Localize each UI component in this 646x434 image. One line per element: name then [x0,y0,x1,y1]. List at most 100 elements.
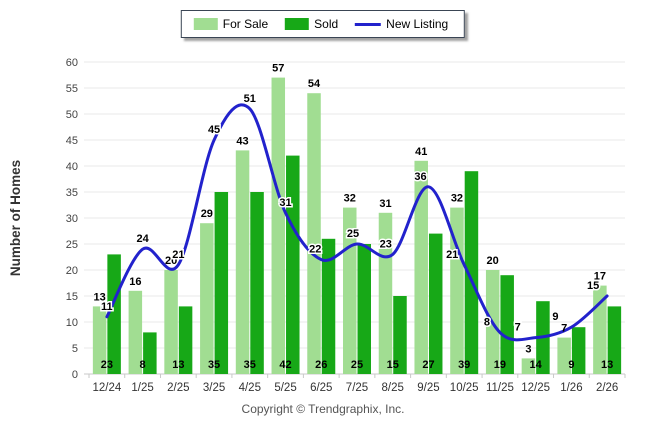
bar-for-sale-5/25 [271,77,286,374]
sold-value-label: 14 [530,359,543,371]
bar-sold-10/25 [464,171,479,374]
legend-label-sold: Sold [314,17,339,31]
for-sale-value-label: 31 [379,198,391,210]
x-axis-label: 11/25 [486,382,514,394]
x-axis-label: 3/25 [203,382,225,394]
bar-for-sale-9/25 [414,160,428,374]
bar-sold-4/25 [250,192,264,374]
y-tick-label: 10 [66,317,78,329]
for-sale-value-label: 17 [594,271,606,283]
bar-sold-1/25 [143,332,157,374]
bar-for-sale-8/25 [378,212,393,374]
y-tick-label: 60 [66,57,78,69]
for-sale-value-label: 32 [344,193,356,205]
bar-for-sale-12/25 [521,358,536,374]
for-sale-value-label: 3 [525,343,531,355]
x-axis-label: 12/25 [521,382,550,394]
new-listing-line [105,103,609,342]
x-axis-label: 1/26 [560,382,582,394]
bar-for-sale-6/25 [307,93,321,374]
bar-sold-7/25 [357,244,371,374]
x-axis-label: 8/25 [382,382,404,394]
new-listing-value-label: 22 [309,244,321,256]
y-tick-label: 55 [66,83,78,95]
sold-value-label: 27 [422,359,434,371]
new-listing-value-label: 7 [515,322,521,334]
sold-value-label: 42 [279,359,291,371]
for-sale-swatch-icon [193,18,218,30]
x-axis-label: 5/25 [274,382,296,394]
new-listing-value-label: 51 [244,93,256,105]
sold-value-label: 15 [387,359,399,371]
y-tick-label: 50 [66,109,78,121]
sold-value-label: 8 [140,359,146,371]
sold-value-label: 35 [244,359,256,371]
new-listing-value-label: 36 [414,171,426,183]
y-tick-label: 30 [66,213,78,225]
for-sale-value-label: 57 [272,63,284,75]
legend-item-for-sale: For Sale [193,17,269,31]
sold-value-label: 39 [458,359,470,371]
new-listing-value-label: 21 [172,249,184,261]
sold-value-label: 13 [601,359,613,371]
sold-value-label: 25 [351,359,363,371]
bar-for-sale-1/25 [128,290,143,374]
y-tick-label: 15 [66,291,78,303]
for-sale-value-label: 16 [129,276,141,288]
bar-sold-2/26 [607,306,622,374]
new-listing-value-label: 24 [136,233,149,245]
bar-sold-1/26 [571,327,586,374]
new-listing-value-label: 11 [101,301,113,313]
x-axis-label: 1/25 [131,382,153,394]
y-tick-label: 5 [72,343,78,355]
bar-for-sale-2/25 [164,270,178,374]
copyright-text: Copyright © Trendgraphix, Inc. [241,402,405,416]
for-sale-value-label: 20 [165,255,177,267]
x-axis-label: 2/25 [167,382,189,394]
for-sale-value-label: 29 [201,208,213,220]
for-sale-value-label: 41 [415,146,427,158]
bar-sold-8/25 [393,296,407,374]
for-sale-value-label: 13 [93,291,105,303]
legend-item-sold: Sold [285,17,338,31]
bar-sold-3/25 [214,192,229,374]
new-listing-line-icon [355,22,382,26]
bar-for-sale-10/25 [450,207,464,374]
new-listing-value-label: 15 [587,280,599,292]
for-sale-value-label: 20 [487,255,499,267]
sold-swatch-icon [285,18,310,30]
for-sale-value-label: 54 [308,78,321,90]
y-tick-label: 0 [72,369,78,381]
sold-value-label: 35 [208,359,220,371]
y-tick-label: 20 [66,265,78,277]
new-listing-value-label: 8 [484,316,490,328]
x-axis-label: 7/25 [346,382,368,394]
for-sale-value-label: 32 [451,193,463,205]
legend-label-new-listing: New Listing [386,17,449,31]
sold-value-label: 19 [494,359,506,371]
bar-for-sale-1/26 [557,337,571,374]
sold-value-label: 9 [568,359,574,371]
legend-label-for-sale: For Sale [222,17,269,31]
bar-sold-9/25 [428,233,443,374]
bar-sold-12/24 [107,254,121,374]
y-tick-label: 40 [66,161,78,173]
bar-sold-11/25 [500,275,514,374]
y-tick-label: 45 [66,135,78,147]
bar-for-sale-4/25 [235,150,250,374]
y-tick-label: 25 [66,239,78,251]
y-axis-title: Number of Homes [8,160,23,276]
chart-legend: For Sale Sold New Listing [180,10,466,38]
bar-for-sale-12/24 [92,306,107,374]
bar-sold-2/25 [178,306,193,374]
new-listing-value-label: 45 [208,124,220,136]
new-listing-value-label: 23 [380,238,392,250]
sold-value-label: 26 [315,359,327,371]
x-axis-label: 2/26 [596,382,618,394]
x-axis-label: 6/25 [310,382,332,394]
x-axis-label: 9/25 [417,382,439,394]
bar-for-sale-3/25 [200,223,214,374]
new-listing-value-label: 31 [279,197,291,209]
